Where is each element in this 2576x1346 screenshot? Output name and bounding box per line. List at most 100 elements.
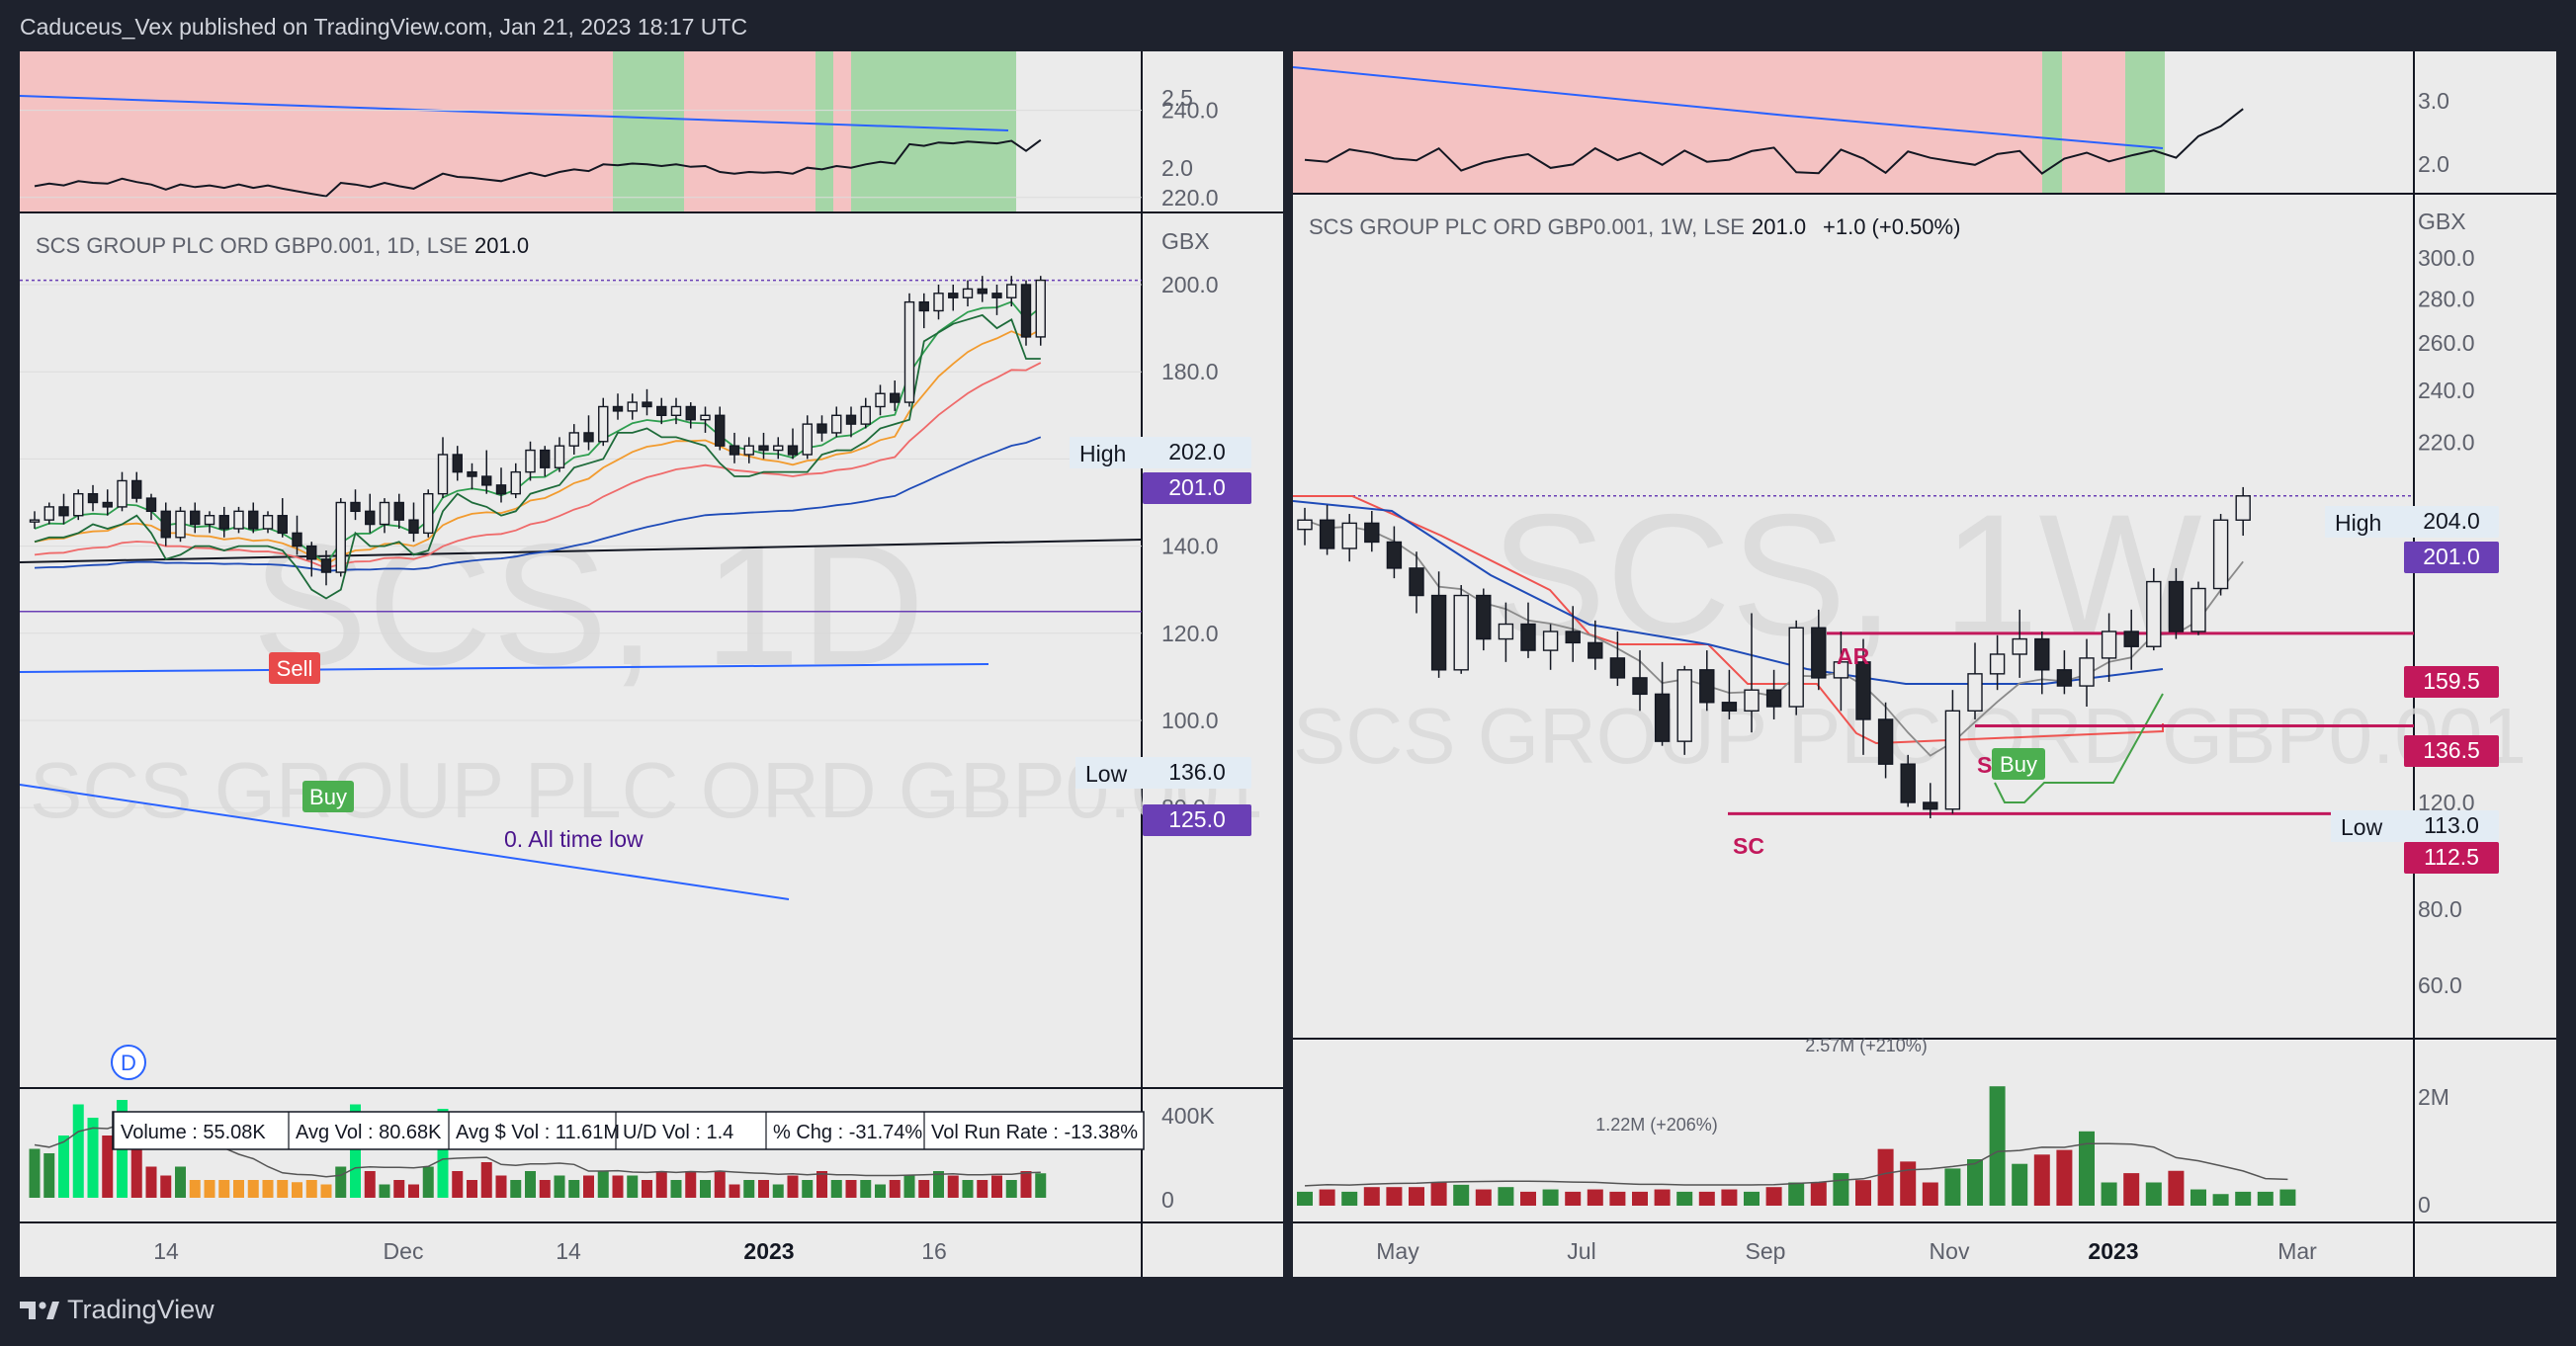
weekly-candle-40 <box>2190 587 2206 632</box>
weekly-time-tick-4: 2023 <box>2088 1238 2138 1264</box>
daily-volume-bar-1 <box>43 1153 55 1198</box>
daily-volume-bar-65 <box>977 1180 988 1198</box>
weekly-candle-17 <box>1676 669 1692 742</box>
weekly-volume-bar-32 <box>2012 1163 2028 1206</box>
weekly-candle-24 <box>1833 661 1849 679</box>
weekly-volume-bar-42 <box>2235 1191 2252 1206</box>
daily-volume-bar-10 <box>175 1166 186 1198</box>
daily-candle-40 <box>612 405 624 412</box>
daily-volume-bar-4 <box>87 1118 99 1198</box>
weekly-price-tag: 201.0 <box>2423 544 2480 569</box>
daily-volume-bar-7 <box>130 1118 142 1198</box>
daily-volume-bar-52 <box>787 1175 799 1198</box>
indicator-band-2 <box>684 51 816 212</box>
daily-volume-bar-0 <box>29 1148 41 1198</box>
weekly-legend-name: SCS GROUP PLC ORD GBP0.001, 1W, LSE <box>1309 214 1745 239</box>
weekly-candle-32 <box>2012 637 2027 655</box>
weekly-volume-bar-41 <box>2212 1194 2229 1206</box>
down-trendline <box>20 784 790 900</box>
daily-price-tick-7: 100.0 <box>1161 708 1219 733</box>
daily-low-label-box <box>1075 757 1143 789</box>
daily-legend-last: 201.0 <box>474 233 529 258</box>
daily-volume-bar-2 <box>58 1136 69 1198</box>
weekly-volume-bar-5 <box>1409 1187 1424 1206</box>
daily-volume-bar-59 <box>889 1180 901 1198</box>
weekly-volume-bar-34 <box>2056 1149 2073 1206</box>
weekly-low-value-box <box>2404 810 2499 842</box>
daily-volume-bar-45 <box>685 1171 697 1198</box>
weekly-candle-16 <box>1654 693 1671 742</box>
weekly-price-tag-box <box>2404 542 2499 573</box>
daily-indicator-tick-0: 2.5 <box>1161 85 1193 111</box>
daily-chart-pane[interactable]: SCS, 1D SCS GROUP PLC ORD GBP0.001 0. All … <box>20 51 1283 1277</box>
weekly-volume-bar-22 <box>1788 1182 1805 1206</box>
weekly-volume-bar-6 <box>1430 1182 1447 1206</box>
daily-volume-bar-57 <box>860 1180 872 1198</box>
daily-candle-3 <box>73 492 84 517</box>
daily-volume-bar-11 <box>189 1180 201 1198</box>
weekly-chart-pane[interactable]: SCS, 1W SCS GROUP PLC ORD GBP0.001 AR SC ST B… <box>1293 51 2556 1277</box>
weekly-volume-tick-1: 0 <box>2418 1192 2431 1218</box>
daily-volume-bar-67 <box>1005 1180 1017 1198</box>
daily-candle-65 <box>977 288 987 294</box>
daily-candle-59 <box>890 392 901 403</box>
daily-candle-48 <box>729 445 740 456</box>
weekly-buy-signal: Buy <box>2000 752 2037 777</box>
daily-candle-33 <box>510 470 521 495</box>
weekly-volume-bar-15 <box>1632 1191 1648 1206</box>
daily-high-label: High <box>1079 441 1126 466</box>
weekly-volume-bar-0 <box>1297 1191 1313 1206</box>
weekly-time-tick-5: Mar <box>2277 1238 2317 1264</box>
weekly-price-tick-7: 80.0 <box>2418 896 2462 922</box>
wyckoff-sc: SC <box>1733 833 1764 859</box>
daily-candle-41 <box>627 401 638 412</box>
daily-volume-bar-39 <box>597 1171 609 1198</box>
weekly-candle-20 <box>1744 689 1760 713</box>
weekly-volume-bar-2 <box>1341 1191 1358 1206</box>
daily-candle-68 <box>1020 284 1032 338</box>
daily-price-tick-6: 120.0 <box>1161 621 1219 646</box>
weekly-rs-line <box>1304 108 2244 175</box>
weekly-candle-34 <box>2056 669 2073 687</box>
interval-badge-circle[interactable] <box>111 1045 146 1080</box>
tradingview-logo[interactable]: TradingView <box>20 1295 215 1325</box>
daily-high-value: 202.0 <box>1168 439 1226 464</box>
weekly-legend-last: 201.0 <box>1752 214 1806 239</box>
weekly-watermark-symbol: SCS, 1W <box>1491 479 2202 672</box>
buy-signal-box <box>302 781 354 812</box>
weekly-candle-13 <box>1588 641 1603 659</box>
weekly-price-tick-2: 260.0 <box>2418 330 2475 356</box>
daily-candle-52 <box>787 445 799 456</box>
weekly-candle-26 <box>1877 718 1894 765</box>
daily-low-value-box <box>1143 757 1251 789</box>
daily-candle-44 <box>670 405 682 417</box>
daily-volume-bar-43 <box>655 1171 667 1198</box>
daily-volume-bar-9 <box>160 1175 172 1198</box>
daily-volume-bar-14 <box>233 1180 244 1198</box>
daily-candle-4 <box>87 492 99 504</box>
daily-candle-45 <box>685 405 696 421</box>
daily-candle-31 <box>481 475 492 486</box>
weekly-candle-36 <box>2101 631 2117 659</box>
daily-volume-bar-64 <box>962 1180 974 1198</box>
daily-candle-50 <box>758 445 769 452</box>
weekly-candle-23 <box>1811 627 1827 679</box>
daily-volume-bar-22 <box>350 1104 361 1198</box>
weekly-candle-42 <box>2235 495 2251 521</box>
weekly-volume-bar-25 <box>1855 1180 1871 1206</box>
daily-currency: GBX <box>1161 228 1210 254</box>
daily-candle-47 <box>715 414 726 447</box>
daily-candle-67 <box>1006 284 1017 298</box>
weekly-price-tick-8: 60.0 <box>2418 972 2462 998</box>
weekly-candle-28 <box>1923 801 1938 810</box>
daily-volume-bar-20 <box>320 1184 332 1198</box>
daily-candle-66 <box>991 293 1002 298</box>
daily-volume-bar-58 <box>875 1184 886 1198</box>
daily-candle-51 <box>773 445 784 452</box>
daily-candle-56 <box>845 414 857 425</box>
daily-candle-35 <box>540 449 551 468</box>
weekly-candle-4 <box>1386 541 1403 569</box>
weekly-candle-6 <box>1430 594 1447 671</box>
